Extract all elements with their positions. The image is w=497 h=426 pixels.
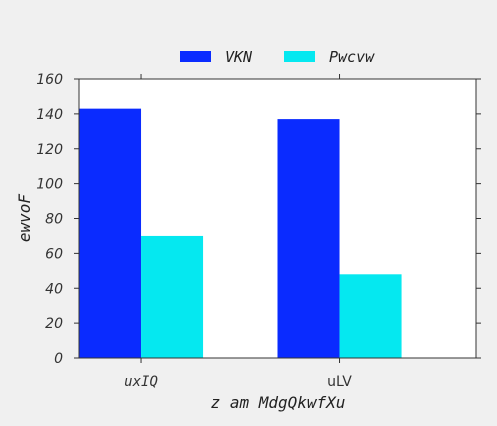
- x-axis: uxIQ uLV: [124, 74, 352, 390]
- y-tick-label: 80: [45, 212, 63, 228]
- legend: VKN Pwcvw: [180, 48, 375, 66]
- bar-pwcvw-ulv: [339, 274, 402, 358]
- y-tick-label: 20: [45, 316, 63, 332]
- bar-vkn-uxiq: [79, 108, 142, 358]
- bar-vkn-ulv: [277, 119, 340, 358]
- y-tick-label: 100: [36, 177, 63, 193]
- x-tick-label: uxIQ: [124, 374, 158, 390]
- y-tick-label: 160: [36, 72, 63, 88]
- y-axis: 0 20 40 60 80 100 120 140 160: [36, 72, 481, 367]
- legend-swatch-pwcvw: [284, 51, 315, 62]
- y-tick-label: 40: [45, 281, 63, 297]
- legend-label-vkn: VKN: [225, 48, 253, 66]
- x-axis-title: z am MdgQkwfXu: [211, 393, 346, 412]
- y-tick-label: 60: [45, 246, 63, 262]
- y-tick-label: 0: [54, 351, 63, 367]
- y-axis-title: ewvoF: [15, 194, 34, 243]
- y-tick-label: 120: [36, 142, 63, 158]
- x-tick-label: uLV: [327, 374, 352, 390]
- legend-swatch-vkn: [180, 51, 211, 62]
- bar-pwcvw-uxiq: [141, 235, 204, 358]
- bars-group: [79, 108, 402, 358]
- legend-label-pwcvw: Pwcvw: [329, 48, 375, 66]
- y-tick-label: 140: [36, 107, 63, 123]
